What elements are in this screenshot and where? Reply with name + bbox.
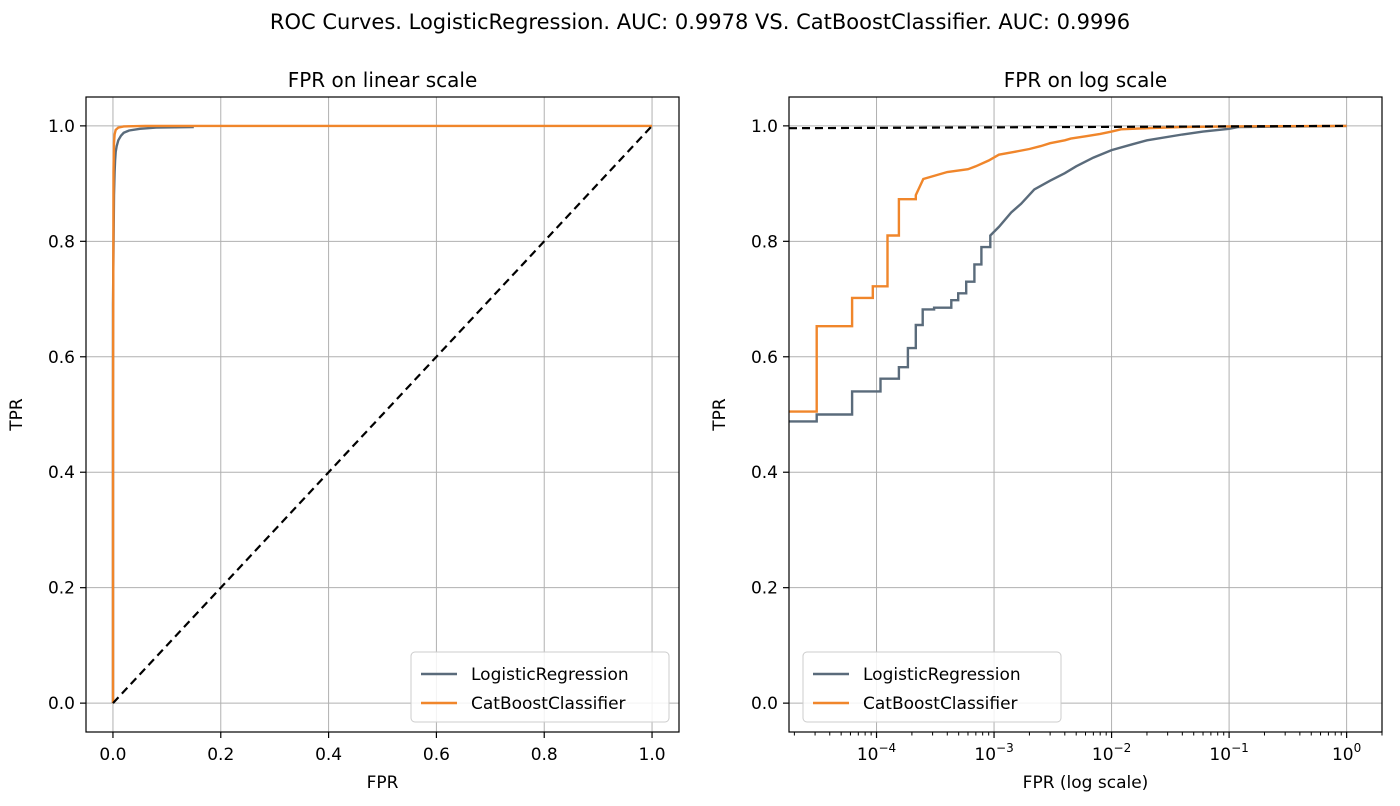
diagonal-reference-line [789, 124, 1347, 130]
subplot-title: FPR on log scale [1004, 68, 1167, 92]
linear-scale-plot: 0.0 0.2 0.4 0.6 0.8 1.0 0.0 0.2 0.4 0.6 0.8 1.0 FPR … [7, 68, 680, 793]
x-tick-label: 1.0 [639, 745, 666, 765]
legend-label: CatBoostClassifier [471, 694, 626, 714]
y-tick-label: 0.8 [751, 232, 778, 252]
legend-box [802, 651, 1062, 723]
legend-label: LogisticRegression [471, 665, 629, 685]
x-tick-label: 10−1 [1209, 741, 1248, 765]
y-tick-label: 1.0 [48, 117, 75, 137]
x-tick-label: 0.6 [423, 745, 450, 765]
logistic-regression-line [111, 125, 194, 704]
figure-title: ROC Curves. LogisticRegression. AUC: 0.9… [269, 10, 1131, 34]
y-tick-label: 0.6 [48, 348, 75, 368]
y-tick-label: 0.0 [48, 694, 75, 714]
x-axis-label: FPR [367, 773, 399, 793]
x-axis-label: FPR (log scale) [1023, 773, 1149, 793]
x-tick-label: 0.2 [207, 745, 234, 765]
series-group [789, 124, 1347, 423]
series-group [111, 124, 653, 704]
subplot-title: FPR on linear scale [288, 68, 478, 92]
y-tick-label: 0.2 [751, 579, 778, 599]
log-scale-plot: 10−4 10−3 10−2 10−1 100 0.0 0.2 0.4 0.6 0.8 1.0 FPR… [710, 68, 1383, 793]
y-tick-label: 0.4 [48, 463, 75, 483]
legend: LogisticRegression CatBoostClassifier [802, 651, 1062, 723]
x-tick-label: 10−4 [857, 741, 896, 765]
diagonal-reference-line [112, 125, 653, 704]
logistic-regression-line [789, 124, 1347, 423]
legend-label: LogisticRegression [863, 665, 1021, 685]
x-tick-label: 10−3 [974, 741, 1013, 765]
x-tick-label: 0.8 [531, 745, 558, 765]
x-tick-label: 0.4 [315, 745, 342, 765]
y-axis-label: TPR [7, 398, 27, 432]
legend: LogisticRegression CatBoostClassifier [410, 651, 670, 723]
y-tick-label: 0.2 [48, 579, 75, 599]
x-tick-label: 0.0 [99, 745, 126, 765]
y-tick-label: 0.8 [48, 232, 75, 252]
axes-frame [788, 96, 1383, 733]
y-tick-label: 1.0 [751, 117, 778, 137]
legend-label: CatBoostClassifier [863, 694, 1018, 714]
y-axis-label: TPR [710, 398, 730, 432]
axes-frame [85, 96, 680, 733]
catboost-line [111, 124, 652, 704]
y-tick-label: 0.4 [751, 463, 778, 483]
catboost-line [789, 124, 1347, 413]
legend-box [410, 651, 670, 723]
y-tick-label: 0.0 [751, 694, 778, 714]
x-tick-label: 10−2 [1092, 741, 1131, 765]
y-tick-label: 0.6 [751, 348, 778, 368]
x-tick-label: 100 [1332, 741, 1361, 765]
